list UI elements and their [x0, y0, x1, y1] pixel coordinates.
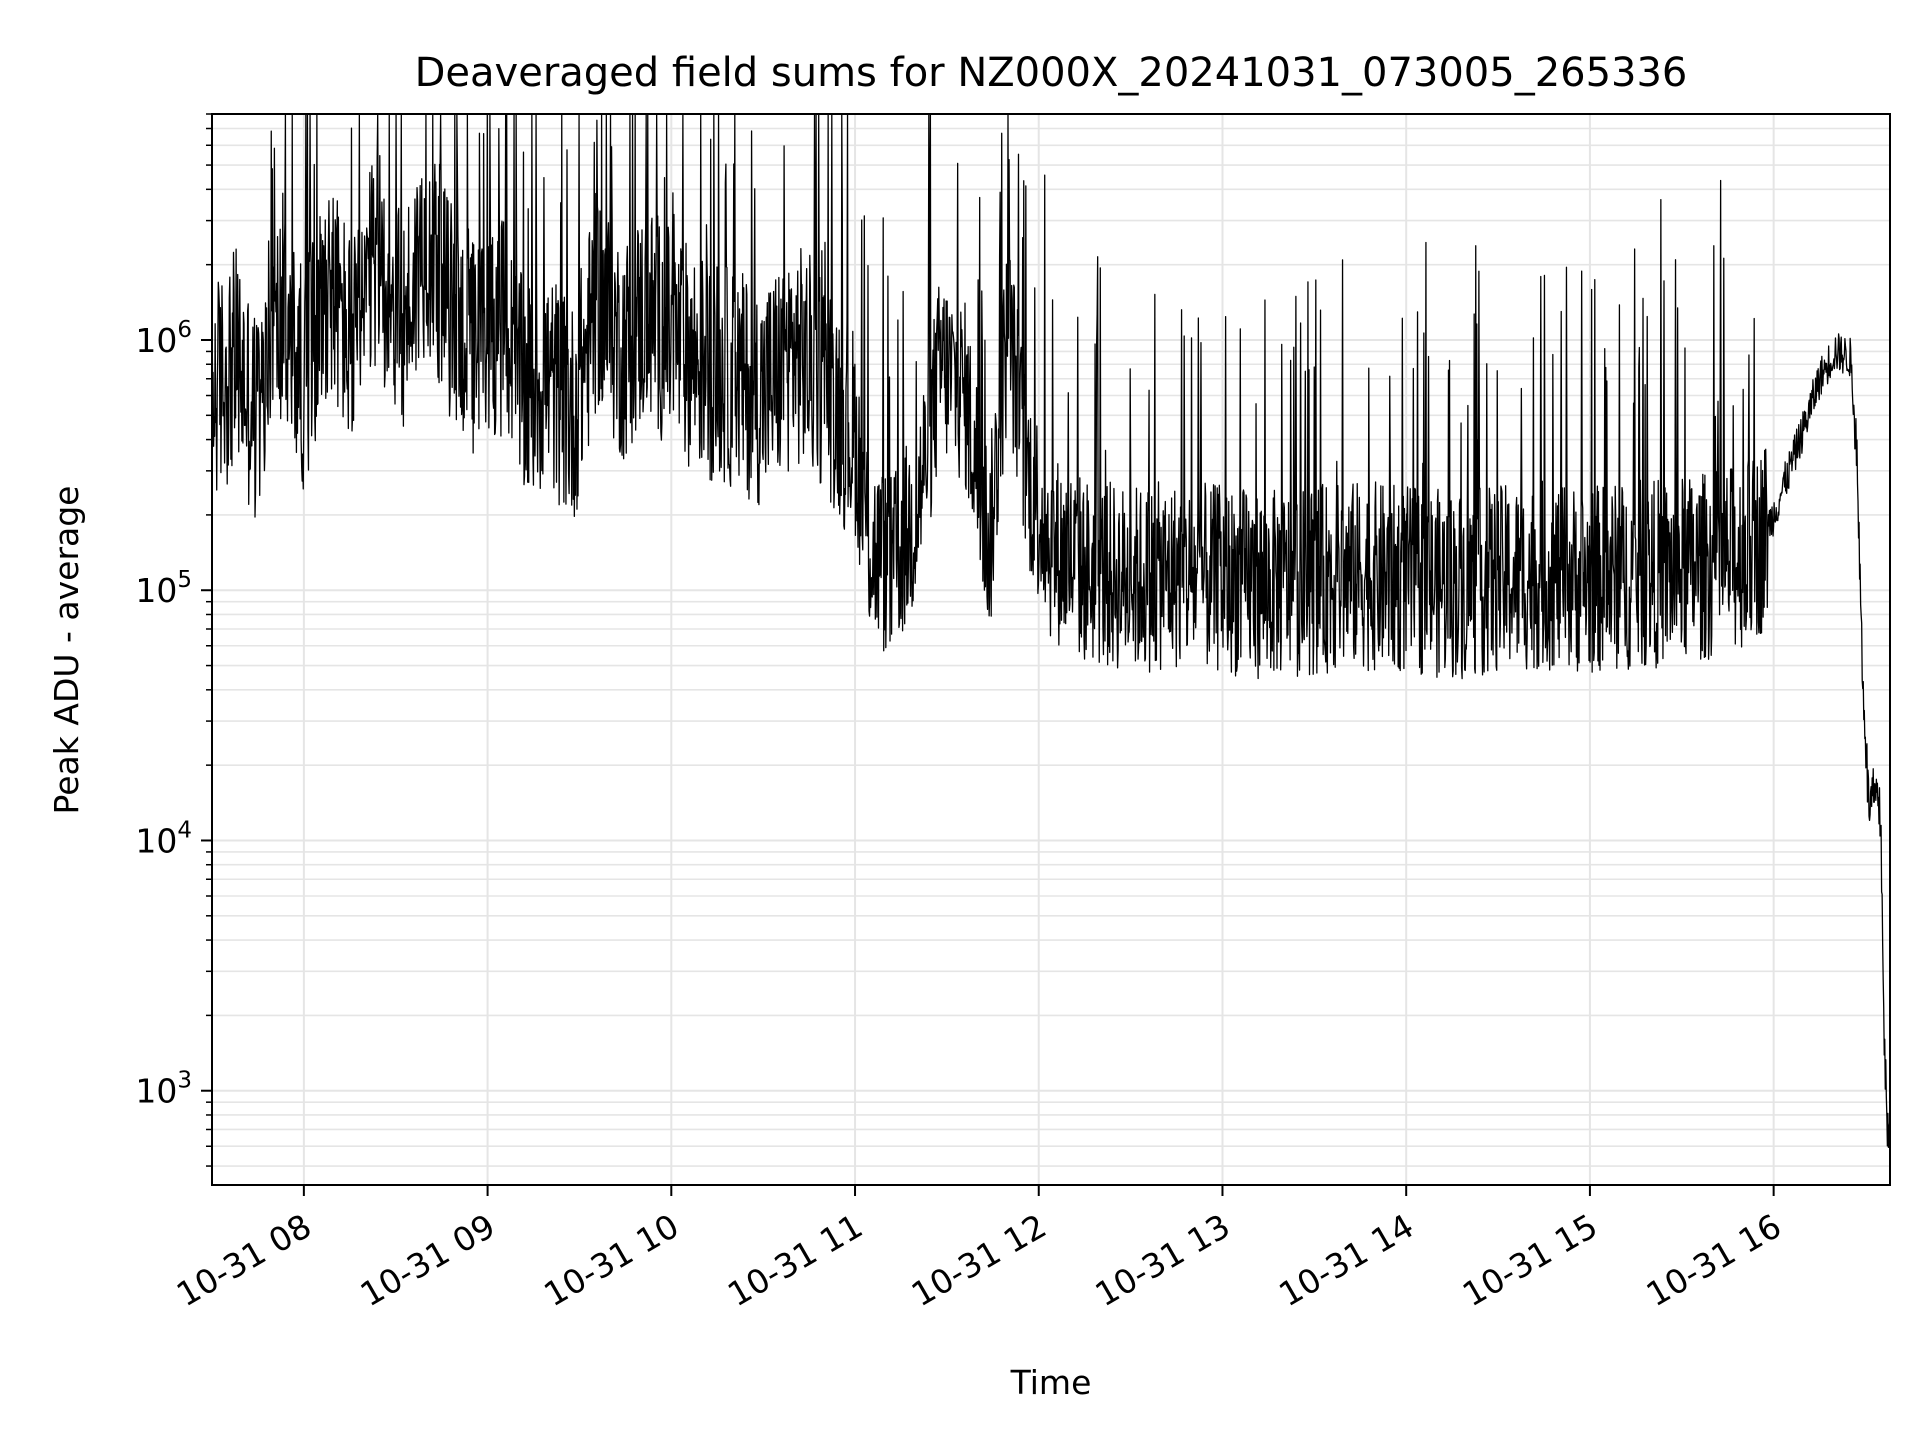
y-tick-base: 10 [135, 321, 177, 360]
y-tick-base: 10 [135, 821, 177, 860]
y-axis-label: Peak ADU - average [47, 486, 86, 815]
chart-title: Deaveraged field sums for NZ000X_2024103… [415, 50, 1688, 96]
grid [212, 113, 1890, 1185]
y-tick-label: 105 [135, 567, 192, 610]
y-tick-label: 106 [135, 317, 192, 360]
y-tick-label: 104 [135, 817, 192, 860]
x-axis-label: Time [1010, 1363, 1092, 1402]
plot-frame [211, 113, 1891, 1186]
y-tick-exponent: 5 [177, 567, 192, 593]
y-tick-base: 10 [135, 1072, 177, 1111]
y-tick-label: 103 [135, 1068, 192, 1111]
y-tick-base: 10 [135, 571, 177, 610]
data-series [211, 113, 1891, 1149]
y-tick-exponent: 3 [177, 1068, 192, 1094]
y-tick-exponent: 4 [177, 817, 192, 843]
y-tick-exponent: 6 [177, 317, 192, 343]
data-line [211, 113, 1891, 1149]
